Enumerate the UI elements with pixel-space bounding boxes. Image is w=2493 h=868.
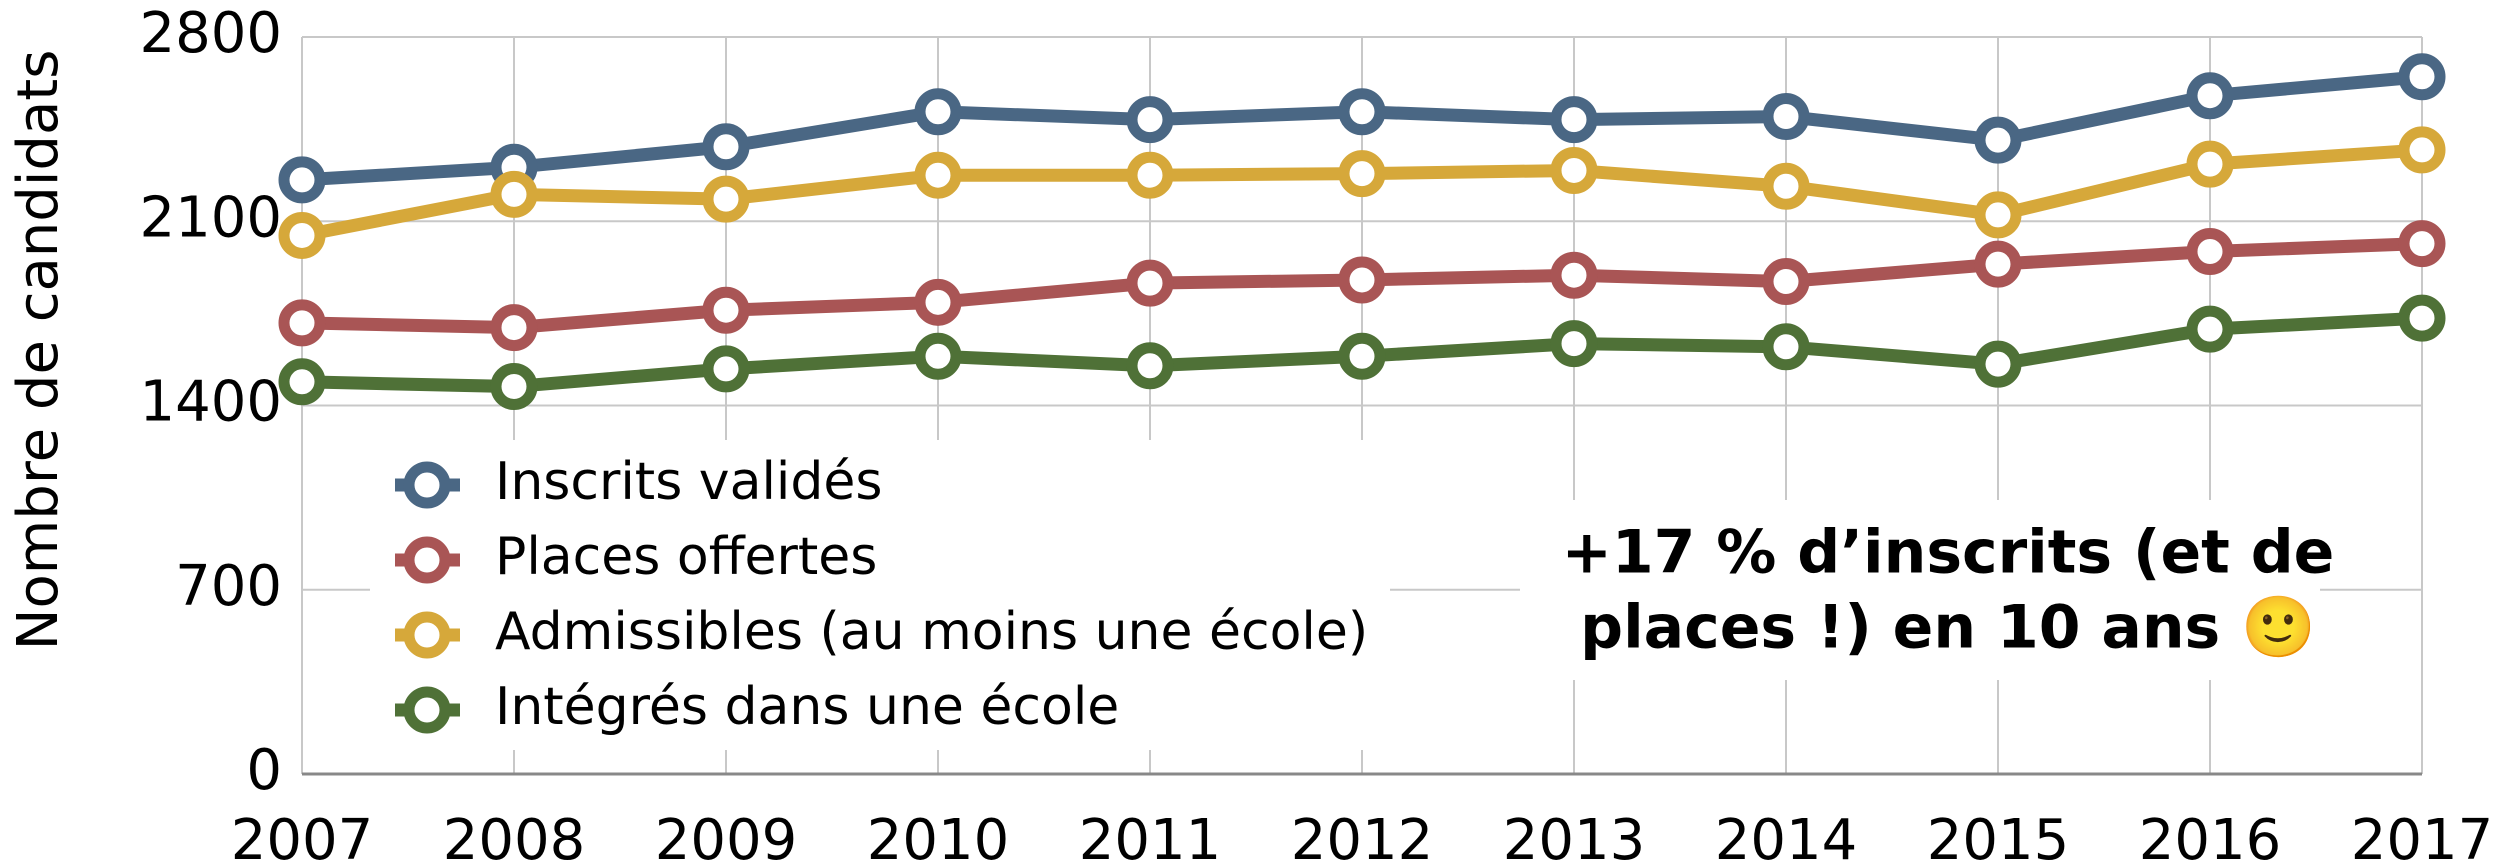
point bbox=[278, 299, 326, 347]
y-tick-label: 2800 bbox=[139, 1, 282, 66]
point bbox=[490, 304, 538, 352]
y-tick-label: 0 bbox=[246, 738, 282, 803]
point bbox=[278, 358, 326, 406]
legend-swatch bbox=[403, 686, 451, 734]
point bbox=[1974, 340, 2022, 388]
point bbox=[2186, 72, 2234, 120]
legend-label: Inscrits validés bbox=[495, 452, 882, 512]
point bbox=[1550, 146, 1598, 194]
point bbox=[1338, 150, 1386, 198]
point bbox=[1762, 92, 1810, 140]
y-tick-label: 2100 bbox=[139, 185, 282, 250]
legend-swatch bbox=[403, 461, 451, 509]
point bbox=[2186, 305, 2234, 353]
point bbox=[914, 332, 962, 380]
legend-swatch bbox=[403, 611, 451, 659]
point bbox=[1126, 342, 1174, 390]
point bbox=[1550, 320, 1598, 368]
x-tick-label: 2010 bbox=[867, 808, 1010, 868]
point bbox=[1338, 332, 1386, 380]
point bbox=[1550, 251, 1598, 299]
y-tick-label: 700 bbox=[175, 554, 282, 619]
point bbox=[914, 278, 962, 326]
legend-swatch bbox=[403, 536, 451, 584]
point bbox=[2186, 228, 2234, 276]
x-tick-label: 2012 bbox=[1291, 808, 1434, 868]
point bbox=[490, 170, 538, 218]
annotation-box bbox=[1520, 500, 2320, 680]
point bbox=[2398, 126, 2446, 174]
point bbox=[1762, 323, 1810, 371]
point bbox=[1550, 96, 1598, 144]
legend-label: Places offertes bbox=[495, 527, 877, 587]
point bbox=[1126, 259, 1174, 307]
point bbox=[2398, 220, 2446, 268]
point bbox=[702, 123, 750, 171]
point bbox=[278, 156, 326, 204]
point bbox=[1974, 116, 2022, 164]
x-tick-label: 2013 bbox=[1503, 808, 1646, 868]
annotation: +17 % d’inscrits (et de bbox=[1562, 518, 2335, 588]
point bbox=[914, 88, 962, 136]
legend-label: Admissibles (au moins une école) bbox=[495, 602, 1368, 662]
legend-label: Intégrés dans une école bbox=[495, 677, 1119, 737]
x-tick-label: 2017 bbox=[2351, 808, 2493, 868]
x-tick-label: 2007 bbox=[231, 808, 374, 868]
x-tick-label: 2011 bbox=[1079, 808, 1222, 868]
point bbox=[1974, 191, 2022, 239]
point bbox=[2398, 53, 2446, 101]
point bbox=[1126, 151, 1174, 199]
point bbox=[278, 211, 326, 259]
point bbox=[490, 363, 538, 411]
point bbox=[1762, 162, 1810, 210]
annotation: places !) en 10 ans 🙂 bbox=[1580, 593, 2316, 663]
point bbox=[914, 151, 962, 199]
legend-box bbox=[370, 440, 1390, 750]
point bbox=[702, 175, 750, 223]
x-tick-label: 2015 bbox=[1927, 808, 2070, 868]
point bbox=[702, 286, 750, 334]
point bbox=[1338, 88, 1386, 136]
x-tick-label: 2016 bbox=[2139, 808, 2282, 868]
y-tick-label: 1400 bbox=[139, 370, 282, 435]
x-tick-label: 2009 bbox=[655, 808, 798, 868]
point bbox=[1974, 240, 2022, 288]
point bbox=[1126, 96, 1174, 144]
point bbox=[1338, 256, 1386, 304]
point bbox=[702, 345, 750, 393]
x-tick-label: 2008 bbox=[443, 808, 586, 868]
y-axis-label: Nombre de candidats bbox=[6, 50, 71, 651]
x-tick-label: 2014 bbox=[1715, 808, 1858, 868]
point bbox=[2186, 140, 2234, 188]
point bbox=[2398, 294, 2446, 342]
point bbox=[1762, 258, 1810, 306]
